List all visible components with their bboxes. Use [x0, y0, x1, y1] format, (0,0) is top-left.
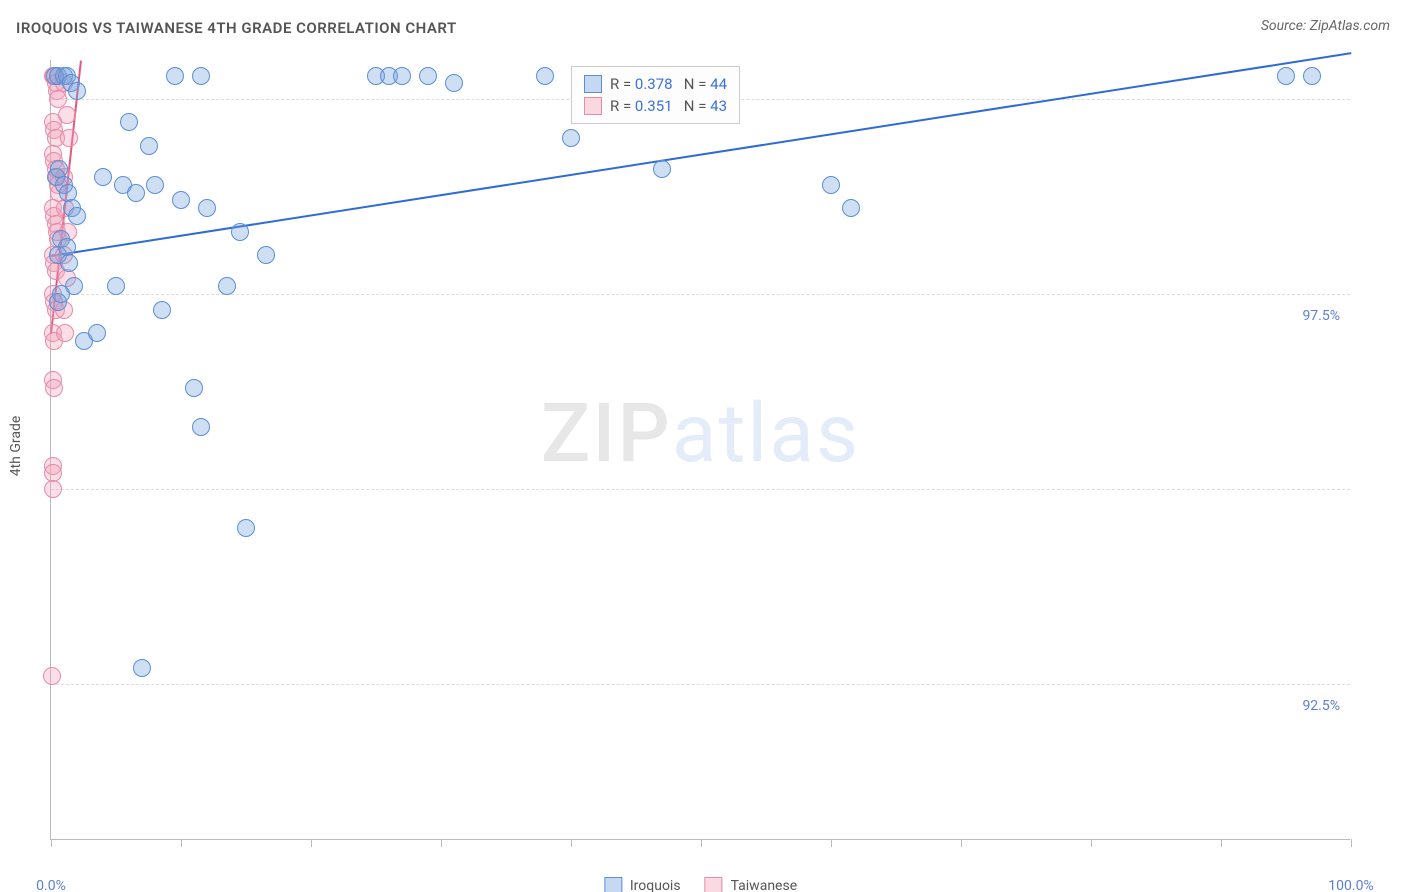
stats-legend-text: R = 0.378 N = 44 [610, 75, 727, 93]
iroquois-point [198, 199, 216, 217]
taiwanese-point [58, 106, 76, 124]
taiwanese-point [45, 379, 63, 397]
iroquois-point [107, 277, 125, 295]
x-tick [961, 839, 962, 847]
chart-title: IROQUOIS VS TAIWANESE 4TH GRADE CORRELAT… [16, 19, 457, 37]
x-tick [571, 839, 572, 847]
iroquois-point [133, 659, 151, 677]
scatter-plot: ZIPatlas 92.5%97.5%0.0%100.0%R = 0.378 N… [50, 60, 1350, 840]
stats-legend-row: R = 0.378 N = 44 [584, 73, 727, 95]
legend-swatch [584, 75, 602, 93]
x-tick [51, 839, 52, 847]
x-tick [181, 839, 182, 847]
iroquois-point [822, 176, 840, 194]
watermark-zip: ZIP [541, 386, 672, 482]
iroquois-point [146, 176, 164, 194]
legend-swatch [604, 877, 622, 892]
legend-swatch [584, 97, 602, 115]
iroquois-point [192, 67, 210, 85]
watermark: ZIPatlas [541, 386, 860, 482]
series-legend-label: Iroquois [630, 878, 681, 892]
iroquois-point [536, 67, 554, 85]
iroquois-point [419, 67, 437, 85]
iroquois-point [120, 113, 138, 131]
taiwanese-point [44, 480, 62, 498]
watermark-atlas: atlas [672, 386, 860, 482]
iroquois-point [562, 129, 580, 147]
taiwanese-point [60, 129, 78, 147]
taiwanese-point [56, 324, 74, 342]
iroquois-point [257, 246, 275, 264]
x-tick [1091, 839, 1092, 847]
iroquois-point [1277, 67, 1295, 85]
iroquois-point [653, 160, 671, 178]
stats-legend: R = 0.378 N = 44 R = 0.351 N = 43 [571, 66, 740, 124]
x-tick [1221, 839, 1222, 847]
iroquois-point [231, 223, 249, 241]
taiwanese-point [43, 667, 61, 685]
x-tick [831, 839, 832, 847]
x-tick [1351, 839, 1352, 847]
iroquois-point [94, 168, 112, 186]
iroquois-point [445, 74, 463, 92]
iroquois-point [172, 191, 190, 209]
y-tick-label: 97.5% [1302, 308, 1340, 324]
iroquois-point [842, 199, 860, 217]
x-tick-label: 100.0% [1328, 878, 1373, 892]
iroquois-point [153, 301, 171, 319]
source-label: Source: ZipAtlas.com [1261, 18, 1390, 34]
x-tick [701, 839, 702, 847]
series-legend-label: Taiwanese [731, 878, 798, 892]
x-tick [311, 839, 312, 847]
iroquois-point [1303, 67, 1321, 85]
x-tick [441, 839, 442, 847]
stats-legend-text: R = 0.351 N = 43 [610, 97, 727, 115]
iroquois-point [52, 285, 70, 303]
series-legend-item: Taiwanese [705, 877, 798, 892]
series-legend-item: Iroquois [604, 877, 681, 892]
iroquois-point [68, 207, 86, 225]
iroquois-point [127, 184, 145, 202]
gridline-h [51, 684, 1350, 685]
legend-swatch [705, 877, 723, 892]
iroquois-point [237, 519, 255, 537]
iroquois-point [185, 379, 203, 397]
iroquois-point [68, 82, 86, 100]
stats-legend-row: R = 0.351 N = 43 [584, 95, 727, 117]
iroquois-point [166, 67, 184, 85]
gridline-h [51, 489, 1350, 490]
iroquois-point [393, 67, 411, 85]
iroquois-point [60, 254, 78, 272]
title-bar: IROQUOIS VS TAIWANESE 4TH GRADE CORRELAT… [16, 18, 1390, 42]
y-tick-label: 92.5% [1302, 698, 1340, 714]
iroquois-point [218, 277, 236, 295]
gridline-h [51, 294, 1350, 295]
iroquois-point [140, 137, 158, 155]
iroquois-point [192, 418, 210, 436]
iroquois-point [88, 324, 106, 342]
y-axis-label: 4th Grade [8, 416, 24, 477]
series-legend: Iroquois Taiwanese [604, 877, 797, 892]
x-tick-label: 0.0% [36, 878, 66, 892]
